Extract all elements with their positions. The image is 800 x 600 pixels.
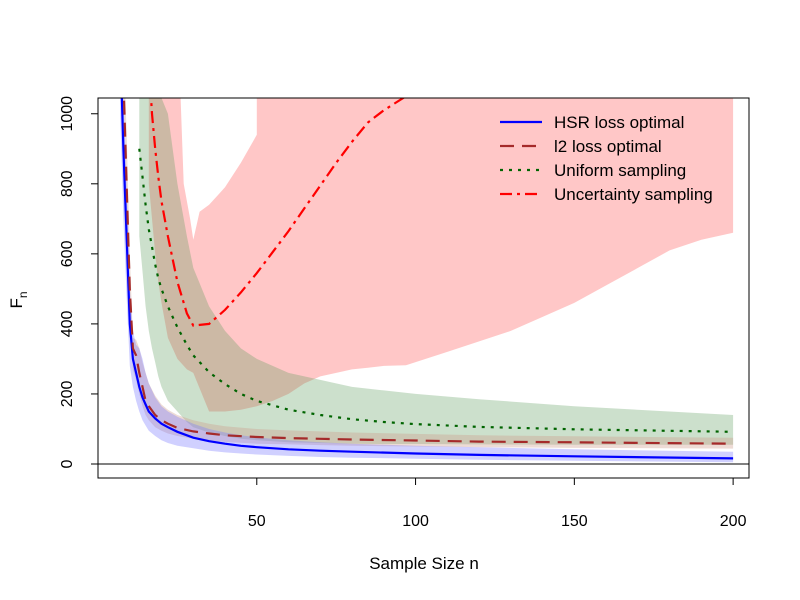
y-tick-label: 400 bbox=[59, 310, 76, 337]
x-tick-label: 200 bbox=[720, 513, 747, 530]
legend-label: Uniform sampling bbox=[554, 161, 686, 180]
line-hsr-loss-optimal bbox=[120, 98, 734, 460]
y-tick-label: 600 bbox=[59, 240, 76, 267]
uncertainty-band-notch bbox=[180, 98, 257, 240]
y-axis-title-sub: n bbox=[16, 291, 30, 298]
y-axis-title: Fn bbox=[7, 291, 30, 308]
y-axis: 0 200 400 600 800 1000 bbox=[59, 96, 99, 468]
x-axis: 50 100 150 200 bbox=[248, 477, 747, 530]
y-tick-label: 200 bbox=[59, 380, 76, 407]
legend: HSR loss optimal l2 loss optimal Uniform s… bbox=[500, 113, 713, 204]
x-axis-title: Sample Size n bbox=[369, 554, 479, 573]
x-tick-label: 100 bbox=[402, 513, 429, 530]
line-uncertainty-sampling bbox=[149, 98, 406, 327]
y-tick-label: 0 bbox=[59, 459, 76, 468]
line-l2-loss-optimal bbox=[122, 98, 734, 445]
line-uniform-sampling bbox=[138, 148, 734, 433]
x-tick-label: 150 bbox=[561, 513, 588, 530]
series-lines bbox=[120, 98, 734, 460]
y-axis-title-main: F bbox=[7, 298, 26, 308]
x-tick-label: 50 bbox=[248, 513, 266, 530]
y-tick-label: 1000 bbox=[59, 96, 76, 132]
band-uniform-sampling bbox=[139, 98, 734, 445]
svg-text:Fn: Fn bbox=[7, 291, 30, 308]
band-uncertainty-sampling bbox=[148, 98, 734, 412]
band-hsr-loss-optimal bbox=[120, 98, 734, 463]
legend-label: HSR loss optimal bbox=[554, 113, 684, 132]
confidence-bands bbox=[120, 98, 734, 463]
legend-label: l2 loss optimal bbox=[554, 137, 662, 156]
legend-label: Uncertainty sampling bbox=[554, 185, 713, 204]
y-tick-label: 800 bbox=[59, 170, 76, 197]
